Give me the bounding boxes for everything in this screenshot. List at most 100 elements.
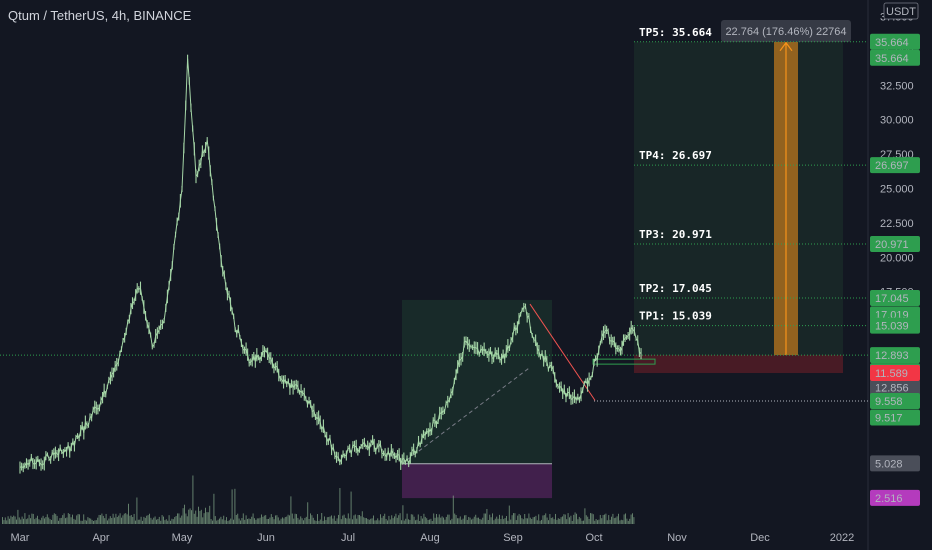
previous-stop-zone <box>402 463 552 499</box>
currency-box <box>883 2 919 20</box>
volume-bar <box>577 519 579 524</box>
volume-bar <box>459 516 461 524</box>
volume-bar <box>165 519 167 524</box>
x-tick-label: Nov <box>667 532 687 544</box>
volume-bar <box>364 517 366 524</box>
volume-bar <box>448 514 450 524</box>
volume-bar <box>74 519 76 524</box>
previous-trade-path <box>401 366 531 465</box>
volume-bar <box>476 517 478 524</box>
volume-bar <box>592 514 594 524</box>
volume-bar <box>98 514 100 524</box>
volume-bar <box>504 518 506 524</box>
volume-bar <box>609 519 611 524</box>
volume-bar <box>485 513 486 524</box>
volume-bar <box>545 513 547 524</box>
volume-bar <box>532 517 534 524</box>
volume-bar <box>88 518 90 524</box>
volume-bar <box>220 516 222 524</box>
volume-bar <box>83 514 85 524</box>
volume-bar <box>160 520 162 524</box>
volume-bar <box>524 514 526 524</box>
x-tick-label: Jul <box>341 532 355 544</box>
volume-bar <box>188 509 190 524</box>
volume-bar <box>286 516 288 524</box>
volume-bar <box>210 519 212 524</box>
measure-tooltip-text: 22.764 (176.46%) 22764 <box>725 26 846 38</box>
volume-bar <box>157 518 159 524</box>
volume-bar <box>35 517 37 524</box>
measure-tooltip: 22.764 (176.46%) 22764 <box>721 20 851 42</box>
volume-bar <box>539 520 541 524</box>
price-axis-label-bg <box>870 289 920 306</box>
volume-bar <box>458 518 460 524</box>
volume-bar <box>618 513 619 524</box>
volume-bar <box>594 520 596 524</box>
volume-bar <box>597 520 598 524</box>
volume-bar <box>102 515 104 524</box>
volume-bar <box>101 513 103 524</box>
volume-bar <box>128 503 129 524</box>
volume-bar <box>44 518 45 524</box>
volume-bar <box>343 514 345 524</box>
volume-bar <box>486 509 488 524</box>
volume-bar <box>107 520 108 524</box>
volume-bar <box>598 519 600 524</box>
volume-bar <box>409 519 411 524</box>
volume-bar <box>289 515 290 524</box>
volume-bar <box>60 517 62 524</box>
volume-bar <box>422 518 423 524</box>
volume-bar <box>277 517 279 524</box>
volume-bar <box>550 517 552 524</box>
price-axis-label-bg <box>870 49 920 66</box>
volume-bar <box>595 519 597 524</box>
volume-bar <box>466 519 468 524</box>
volume-bar <box>452 495 454 524</box>
volume-bar <box>420 516 422 524</box>
volume-bar <box>130 514 132 524</box>
volume-bar <box>556 519 558 524</box>
volume-bar <box>371 518 373 524</box>
volume-bar <box>503 519 505 524</box>
volume-bar <box>555 513 556 524</box>
volume-bar <box>382 515 384 524</box>
y-tick-label: 25.000 <box>880 184 914 196</box>
volume-bar <box>272 517 274 524</box>
volume-bar <box>564 514 566 524</box>
volume-bar <box>48 517 50 524</box>
volume-bar <box>287 514 289 524</box>
volume-bar <box>282 517 283 524</box>
volume-bar <box>531 519 533 524</box>
volume-bar <box>230 518 232 524</box>
volume-bar <box>591 513 593 524</box>
volume-bar <box>315 520 317 524</box>
volume-bar <box>543 515 545 524</box>
volume-bar <box>193 513 195 524</box>
price-axis-label-bg <box>870 347 920 364</box>
volume-bar <box>585 515 587 524</box>
volume-bar <box>13 515 15 524</box>
price-axis-label: 15.039 <box>870 317 920 334</box>
volume-bar <box>616 516 618 524</box>
volume-bar <box>447 514 449 524</box>
volume-bar <box>149 513 150 524</box>
volume-bar <box>352 519 353 524</box>
volume-bar <box>483 513 485 524</box>
volume-bar <box>228 520 230 524</box>
volume-bar <box>443 517 444 524</box>
volume-bar <box>179 517 181 524</box>
volume-bar <box>280 518 282 524</box>
volume-bar <box>426 518 428 524</box>
volume-bar <box>263 515 265 524</box>
volume-bar <box>66 517 68 524</box>
price-axis-label: 2.516 <box>870 489 920 506</box>
volume-bar <box>175 515 177 524</box>
volume-bar <box>514 513 516 524</box>
x-tick-label: Sep <box>503 532 523 544</box>
volume-bar <box>154 516 156 524</box>
volume-bar <box>623 514 625 524</box>
volume-bar <box>602 515 604 524</box>
volume-bar <box>219 518 220 524</box>
